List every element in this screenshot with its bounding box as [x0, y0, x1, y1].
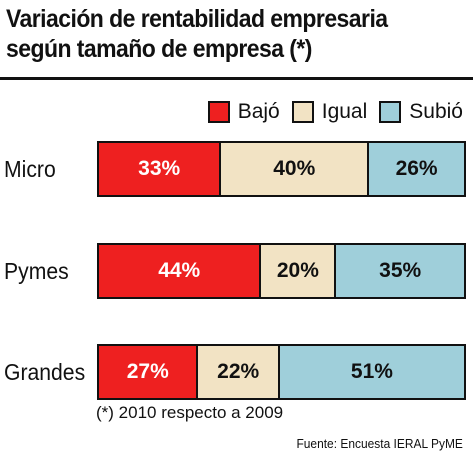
legend-swatch-igual	[291, 101, 314, 123]
bar-segment-micro-igual: 40%	[219, 143, 368, 195]
bar-segment-micro-subio: 26%	[367, 143, 464, 195]
chart-title: Variación de rentabilidad empresaria seg…	[6, 4, 431, 64]
legend-label-igual: Igual	[321, 100, 368, 123]
legend-item-igual: Igual	[291, 100, 368, 124]
title-line-1: Variación de rentabilidad empresaria	[6, 5, 388, 33]
category-label-pymes: Pymes	[4, 258, 69, 284]
legend: Bajó Igual Subió	[207, 100, 463, 124]
legend-item-subio: Subió	[379, 100, 463, 124]
bar-segment-micro-bajo: 33%	[99, 143, 220, 195]
legend-swatch-subio	[379, 101, 402, 123]
category-label-grandes: Grandes	[4, 359, 86, 385]
footnote: (*) 2010 respecto a 2009	[96, 403, 284, 422]
title-divider	[0, 77, 473, 80]
legend-item-bajo: Bajó	[207, 100, 280, 124]
legend-swatch-bajo	[207, 101, 230, 123]
bar-segment-grandes-subio: 51%	[277, 346, 464, 398]
bar-segment-pymes-bajo: 44%	[99, 245, 260, 297]
category-label-micro: Micro	[4, 156, 56, 182]
legend-label-subio: Subió	[409, 100, 463, 123]
legend-label-bajo: Bajó	[237, 100, 280, 123]
bar-segment-pymes-subio: 35%	[334, 245, 464, 297]
bar-segment-grandes-bajo: 27%	[99, 346, 197, 398]
bar-segment-grandes-igual: 22%	[196, 346, 278, 398]
bar-pymes: 44% 20% 35%	[97, 243, 466, 299]
bar-grandes: 27% 22% 51%	[97, 344, 466, 400]
bar-micro: 33% 40% 26%	[97, 141, 466, 197]
bar-segment-pymes-igual: 20%	[259, 245, 335, 297]
title-line-2: según tamaño de empresa (*)	[6, 35, 312, 63]
source-credit: Fuente: Encuesta IERAL PyME	[296, 436, 463, 451]
